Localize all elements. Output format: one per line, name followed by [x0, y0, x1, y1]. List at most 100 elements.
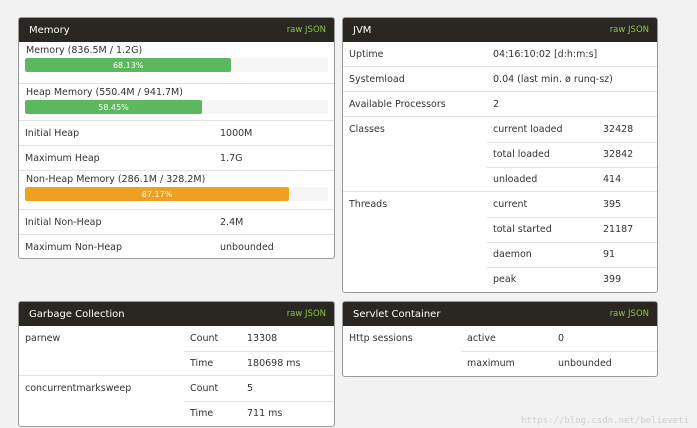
- threads-daemon-value: 91: [603, 249, 616, 260]
- sessions-active-row: active 0: [461, 326, 657, 352]
- gc-parnew-time-value: 180698 ms: [247, 358, 301, 369]
- threads-peak-value: 399: [603, 274, 622, 285]
- servlet-panel-header: Servlet Container raw JSON: [343, 302, 657, 326]
- maximum-heap-label: Maximum Heap: [25, 152, 100, 164]
- gc-panel: Garbage Collection raw JSON parnew Count…: [18, 301, 335, 427]
- jvm-raw-json-link[interactable]: raw JSON: [609, 25, 649, 35]
- maximum-heap-value: 1.7G: [220, 152, 243, 164]
- classes-total-loaded-label: total loaded: [493, 149, 550, 160]
- watermark: https://blog.csdn.net/believeti: [521, 416, 689, 426]
- gc-parnew-time-row: Time 180698 ms: [184, 351, 334, 376]
- non-heap-memory-percent: 87.17%: [141, 189, 173, 199]
- uptime-row: Uptime 04:16:10:02 [d:h:m:s]: [343, 42, 657, 67]
- classes-total-loaded-row: total loaded 32842: [487, 142, 657, 168]
- http-sessions-label: Http sessions: [349, 333, 413, 344]
- gc-parnew-count-value: 13308: [247, 333, 278, 344]
- sessions-maximum-row: maximum unbounded: [461, 351, 657, 376]
- maximum-non-heap-value: unbounded: [220, 242, 274, 253]
- classes-unloaded-row: unloaded 414: [487, 167, 657, 192]
- classes-current-loaded-row: current loaded 32428: [487, 117, 657, 143]
- threads-current-value: 395: [603, 199, 622, 210]
- uptime-value: 04:16:10:02 [d:h:m:s]: [493, 48, 598, 60]
- gc-cms-time-row: Time 711 ms: [184, 401, 334, 426]
- classes-total-loaded-value: 32842: [603, 149, 634, 160]
- uptime-label: Uptime: [349, 48, 384, 60]
- threads-daemon-label: daemon: [493, 249, 532, 260]
- maximum-non-heap-row: Maximum Non-Heap unbounded: [19, 235, 334, 258]
- classes-current-loaded-value: 32428: [603, 124, 634, 135]
- http-sessions-group: Http sessions active 0 maximum unbounded: [343, 326, 657, 376]
- gc-cms-group: concurrentmarksweep Count 5 Time 711 ms: [19, 376, 334, 426]
- servlet-panel: Servlet Container raw JSON Http sessions…: [342, 301, 658, 377]
- memory-usage-label: Memory (836.5M / 1.2G): [26, 45, 143, 56]
- classes-label: Classes: [349, 124, 385, 135]
- initial-heap-value: 1000M: [220, 127, 253, 139]
- memory-usage-row: Memory (836.5M / 1.2G) 68.13%: [19, 42, 334, 84]
- threads-total-started-label: total started: [493, 224, 552, 235]
- classes-group: Classes current loaded 32428 total loade…: [343, 117, 657, 192]
- threads-total-started-row: total started 21187: [487, 217, 657, 243]
- initial-non-heap-row: Initial Non-Heap 2.4M: [19, 210, 334, 235]
- threads-daemon-row: daemon 91: [487, 242, 657, 268]
- non-heap-memory-bar: 87.17%: [25, 187, 328, 201]
- threads-current-row: current 395: [487, 192, 657, 218]
- threads-total-started-value: 21187: [603, 224, 634, 235]
- available-processors-label: Available Processors: [349, 98, 446, 110]
- available-processors-value: 2: [493, 98, 500, 110]
- threads-label: Threads: [349, 199, 388, 210]
- gc-cms-time-value: 711 ms: [247, 408, 283, 419]
- sessions-active-value: 0: [558, 333, 565, 344]
- gc-cms-count-label: Count: [190, 383, 219, 394]
- heap-memory-row: Heap Memory (550.4M / 941.7M) 58.45%: [19, 84, 334, 121]
- gc-cms-count-row: Count 5: [184, 376, 334, 402]
- memory-usage-bar: 68.13%: [25, 58, 328, 72]
- servlet-panel-title: Servlet Container: [353, 308, 441, 320]
- gc-cms-time-label: Time: [190, 408, 214, 419]
- available-processors-row: Available Processors 2: [343, 92, 657, 117]
- memory-panel-header: Memory raw JSON: [19, 18, 334, 42]
- threads-peak-row: peak 399: [487, 267, 657, 292]
- systemload-row: Systemload 0.04 (last min. ø runq-sz): [343, 67, 657, 92]
- servlet-raw-json-link[interactable]: raw JSON: [609, 309, 649, 319]
- threads-peak-label: peak: [493, 274, 517, 285]
- gc-parnew-time-label: Time: [190, 358, 214, 369]
- gc-cms-count-value: 5: [247, 383, 254, 394]
- non-heap-memory-label: Non-Heap Memory (286.1M / 328.2M): [26, 174, 206, 185]
- memory-panel-title: Memory: [29, 24, 70, 36]
- maximum-non-heap-label: Maximum Non-Heap: [25, 242, 123, 253]
- jvm-panel-title: JVM: [353, 24, 372, 36]
- sessions-active-label: active: [467, 333, 496, 344]
- memory-panel: Memory raw JSON Memory (836.5M / 1.2G) 6…: [18, 17, 335, 259]
- memory-raw-json-link[interactable]: raw JSON: [286, 25, 326, 35]
- classes-unloaded-value: 414: [603, 174, 622, 185]
- gc-cms-name: concurrentmarksweep: [25, 383, 132, 394]
- gc-parnew-name: parnew: [25, 333, 61, 344]
- initial-heap-row: Initial Heap 1000M: [19, 121, 334, 146]
- gc-parnew-count-label: Count: [190, 333, 219, 344]
- heap-memory-bar: 58.45%: [25, 100, 328, 114]
- initial-heap-label: Initial Heap: [25, 127, 80, 139]
- gc-panel-title: Garbage Collection: [29, 308, 125, 320]
- systemload-label: Systemload: [349, 73, 405, 85]
- sessions-maximum-label: maximum: [467, 358, 515, 369]
- heap-memory-percent: 58.45%: [98, 102, 129, 112]
- jvm-panel-header: JVM raw JSON: [343, 18, 657, 42]
- jvm-panel: JVM raw JSON Uptime 04:16:10:02 [d:h:m:s…: [342, 17, 658, 293]
- non-heap-memory-bar-fill: 87.17%: [25, 187, 290, 201]
- systemload-value: 0.04 (last min. ø runq-sz): [493, 73, 613, 85]
- sessions-maximum-value: unbounded: [558, 358, 612, 369]
- heap-memory-bar-fill: 58.45%: [25, 100, 203, 114]
- heap-memory-label: Heap Memory (550.4M / 941.7M): [26, 87, 183, 98]
- gc-parnew-group: parnew Count 13308 Time 180698 ms: [19, 326, 334, 376]
- gc-panel-header: Garbage Collection raw JSON: [19, 302, 334, 326]
- non-heap-memory-row: Non-Heap Memory (286.1M / 328.2M) 87.17%: [19, 171, 334, 210]
- gc-parnew-count-row: Count 13308: [184, 326, 334, 352]
- classes-current-loaded-label: current loaded: [493, 124, 563, 135]
- initial-non-heap-label: Initial Non-Heap: [25, 216, 102, 228]
- gc-raw-json-link[interactable]: raw JSON: [286, 309, 326, 319]
- threads-current-label: current: [493, 199, 528, 210]
- maximum-heap-row: Maximum Heap 1.7G: [19, 146, 334, 171]
- classes-unloaded-label: unloaded: [493, 174, 538, 185]
- memory-usage-percent: 68.13%: [112, 60, 144, 70]
- initial-non-heap-value: 2.4M: [220, 216, 244, 228]
